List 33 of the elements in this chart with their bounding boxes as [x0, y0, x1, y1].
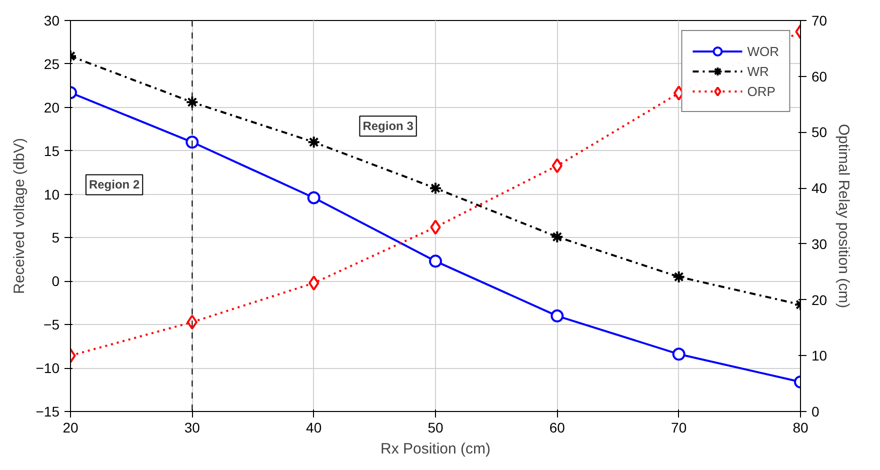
y-tick-label: −15: [36, 404, 60, 420]
y2-tick-label: 10: [812, 348, 828, 364]
y-tick-label: 5: [52, 230, 60, 246]
x-tick-label: 40: [306, 420, 322, 436]
x-tick-label: 70: [671, 420, 687, 436]
y2-tick-label: 50: [812, 124, 828, 140]
y2-tick-label: 0: [812, 404, 820, 420]
y-tick-label: −10: [36, 360, 60, 376]
x-tick-label: 20: [62, 420, 78, 436]
x-tick-label: 80: [792, 420, 808, 436]
y2-axis-title: Optimal Relay position (cm): [835, 124, 852, 308]
y2-tick-label: 70: [812, 12, 828, 28]
x-tick-label: 60: [549, 420, 566, 436]
x-tick-label: 50: [428, 420, 444, 436]
x-tick-label: 30: [184, 420, 200, 436]
x-axis-title: Rx Position (cm): [380, 440, 491, 458]
legend-label: WR: [747, 64, 769, 78]
y2-tick-label: 30: [812, 236, 828, 252]
y-tick-label: 10: [44, 186, 60, 202]
legend-label: WOR: [747, 44, 779, 58]
y-axis-title: Received voltage (dbV): [10, 138, 28, 294]
annotation: Region 3: [362, 119, 414, 134]
y2-tick-label: 40: [812, 180, 828, 196]
y2-tick-label: 20: [812, 292, 828, 308]
y-tick-label: 0: [52, 273, 60, 290]
y-tick-label: 20: [44, 99, 60, 116]
y-tick-label: 30: [44, 12, 60, 28]
annotation: Region 2: [88, 178, 140, 192]
y-tick-label: −5: [44, 316, 60, 333]
y-tick-label: 15: [44, 142, 60, 159]
legend-label: ORP: [747, 84, 776, 98]
y-tick-label: 25: [44, 56, 60, 72]
y2-tick-label: 60: [812, 68, 828, 84]
